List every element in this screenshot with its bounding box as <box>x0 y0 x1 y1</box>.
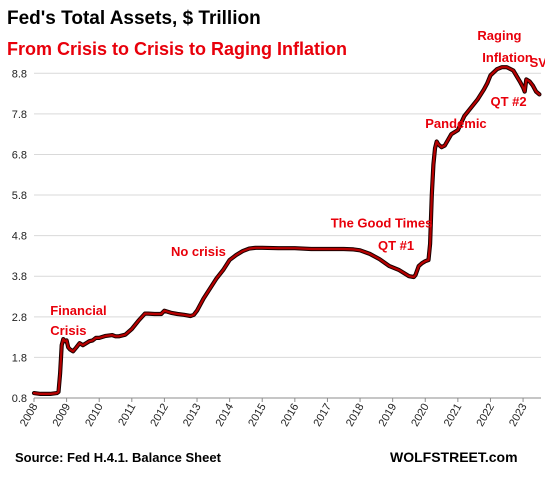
annotation-label: Pandemic <box>425 116 486 131</box>
y-tick-label: 4.8 <box>12 231 27 243</box>
y-axis-ticks: 0.8 1.8 2.8 3.8 4.8 5.8 6.8 7.8 8.8 <box>12 68 27 405</box>
source-note: Source: Fed H.4.1. Balance Sheet <box>15 450 222 465</box>
annotation-label: The Good Times <box>331 216 433 231</box>
x-tick-label: 2010 <box>83 402 106 429</box>
annotations: Financial Crisis No crisis The Good Times QT… <box>50 28 545 338</box>
x-tick-label: 2009 <box>51 402 74 429</box>
x-tick-label: 2008 <box>18 402 41 429</box>
x-tick-label: 2016 <box>279 402 302 429</box>
annotation-label: SVB <box>530 55 545 70</box>
annotation-label: Crisis <box>50 323 86 338</box>
chart-title: Fed's Total Assets, $ Trillion <box>7 8 261 29</box>
y-tick-label: 2.8 <box>12 312 27 324</box>
x-tick-label: 2018 <box>344 402 367 429</box>
y-tick-label: 0.8 <box>12 393 27 405</box>
annotation-label: QT #1 <box>378 238 414 253</box>
y-tick-label: 6.8 <box>12 149 27 161</box>
x-tick-label: 2011 <box>116 402 138 428</box>
x-tick-label: 2023 <box>507 402 530 429</box>
series-layer <box>31 65 542 396</box>
brand-watermark: WOLFSTREET.com <box>390 449 518 465</box>
x-tick-label: 2020 <box>409 402 432 429</box>
x-axis-ticks: 2008 2009 2010 2011 2012 2013 2014 2015 2016 2017… <box>18 398 530 429</box>
annotation-label: QT #2 <box>490 94 526 109</box>
annotation-label: No crisis <box>171 244 226 259</box>
annotation-label: Inflation <box>482 50 533 65</box>
chart-subtitle: From Crisis to Crisis to Raging Inflatio… <box>7 39 347 59</box>
x-tick-label: 2017 <box>311 402 334 429</box>
annotation-label: Raging <box>477 28 521 43</box>
x-tick-label: 2012 <box>148 402 171 429</box>
y-tick-label: 7.8 <box>12 109 27 121</box>
x-tick-label: 2021 <box>442 402 465 429</box>
y-tick-label: 3.8 <box>12 271 27 283</box>
x-tick-label: 2019 <box>377 402 400 429</box>
y-tick-label: 8.8 <box>12 68 27 80</box>
annotation-label: Financial <box>50 303 106 318</box>
gridlines <box>34 72 541 399</box>
y-tick-label: 5.8 <box>12 190 27 202</box>
y-tick-label: 1.8 <box>12 352 27 364</box>
x-tick-label: 2014 <box>214 402 237 429</box>
series-line <box>32 66 541 395</box>
x-tick-label: 2022 <box>474 402 497 429</box>
x-tick-label: 2013 <box>181 402 204 429</box>
x-tick-label: 2015 <box>246 402 269 429</box>
